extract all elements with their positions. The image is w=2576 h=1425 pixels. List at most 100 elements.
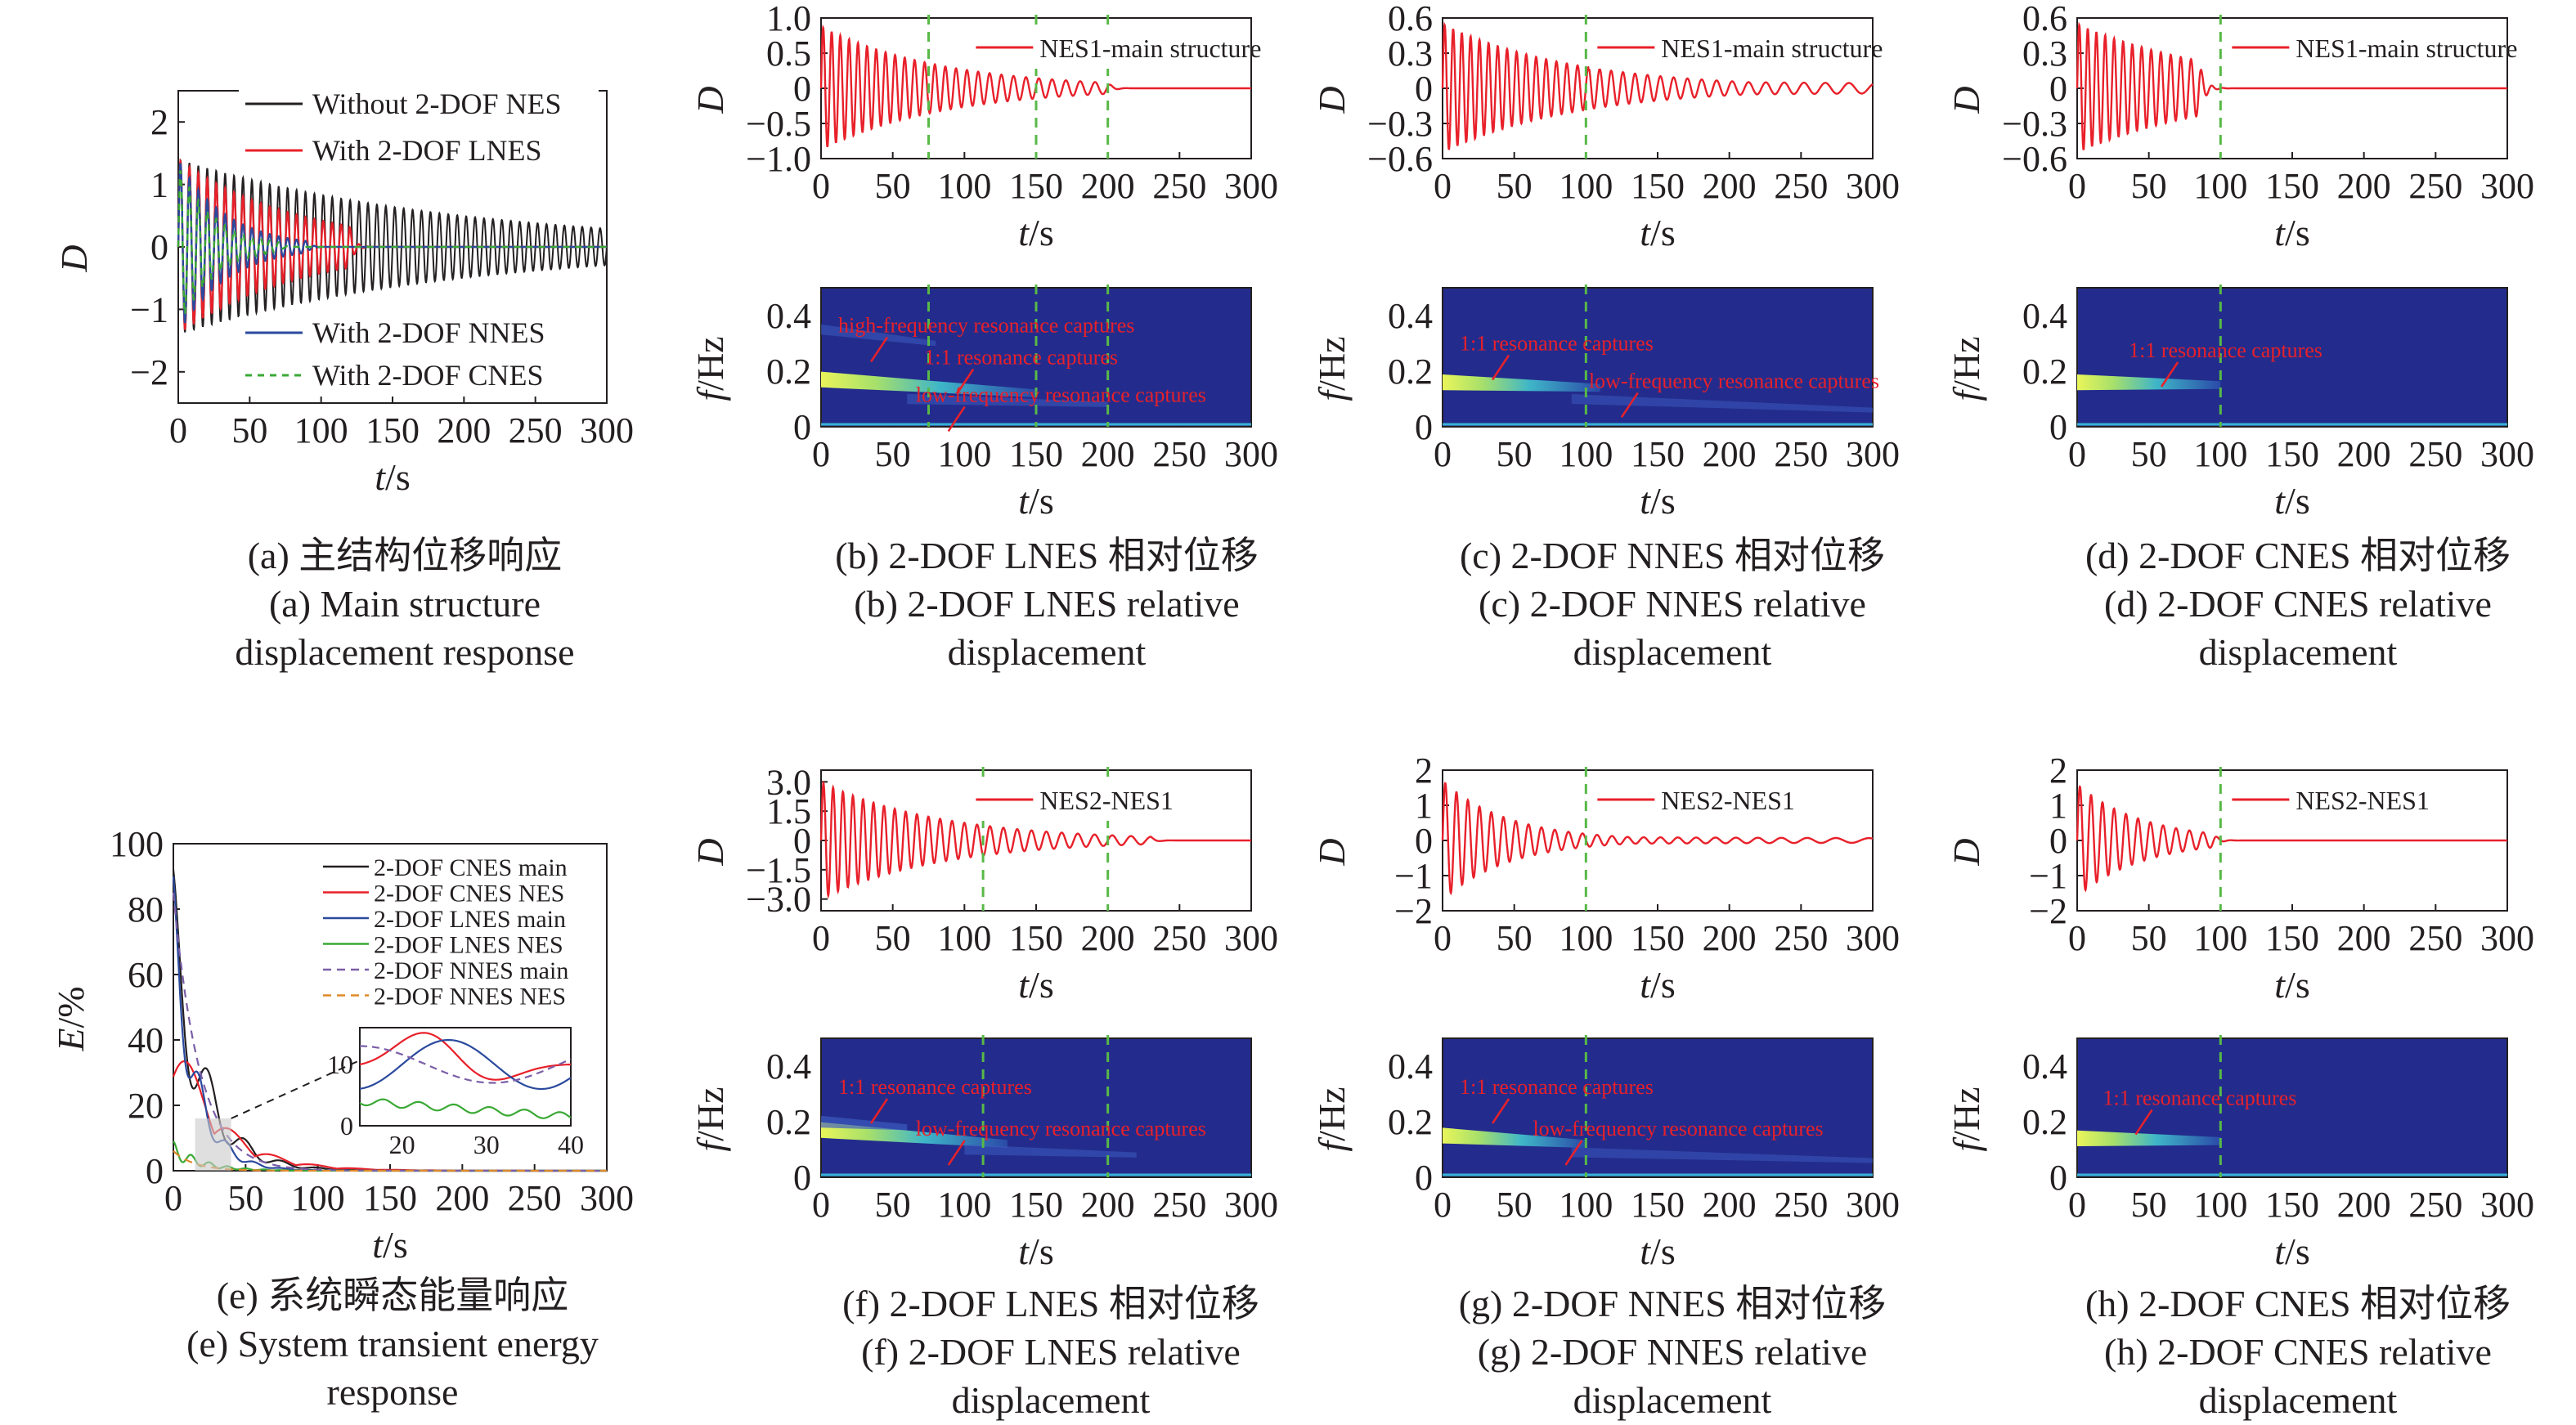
inset-series-2 bbox=[360, 1045, 572, 1084]
x-tick-label: 150 bbox=[1009, 434, 1063, 474]
y-tick-label: 0.4 bbox=[766, 1046, 811, 1087]
inset-x-tick-label: 40 bbox=[558, 1130, 584, 1159]
x-tick-label: 300 bbox=[1846, 434, 1900, 474]
chart-a: 0 50 100 150 200 250 300 −2 −1 0 1 2 t/s D Without 2-D… bbox=[53, 87, 634, 498]
annotation-label: 1:1 resonance captures bbox=[924, 346, 1118, 370]
x-tick-label: 250 bbox=[1774, 434, 1828, 474]
chart-d2: 0 50 100 150 200 250 300 0 0.2 0.4 t/s f/Hz 1:1 reso… bbox=[1945, 285, 2534, 522]
series-line bbox=[2076, 785, 2507, 893]
x-tick-label: 150 bbox=[366, 410, 420, 450]
y-tick-label: 0.4 bbox=[1388, 296, 1433, 336]
y-axis-label: D bbox=[1311, 838, 1353, 866]
zoom-region bbox=[195, 1118, 231, 1171]
x-axis-label: t/s bbox=[1018, 964, 1053, 1006]
x-axis-label-var: t bbox=[1640, 212, 1651, 253]
y-tick-label: −3.0 bbox=[746, 880, 811, 920]
x-axis-label-unit: /s bbox=[2285, 480, 2310, 522]
x-tick-label: 200 bbox=[1703, 1185, 1757, 1225]
annotation-label: 1:1 resonance captures bbox=[2129, 338, 2322, 362]
y-tick-label: 0 bbox=[150, 227, 168, 267]
x-tick-label: 250 bbox=[509, 410, 563, 450]
x-tick-label: 200 bbox=[1081, 918, 1135, 958]
legend-label: NES1-main structure bbox=[2296, 34, 2517, 63]
x-tick-label: 100 bbox=[291, 1178, 345, 1218]
x-axis-label-var: t bbox=[375, 456, 386, 498]
y-tick-label: 0.2 bbox=[766, 1102, 811, 1142]
y-tick-label: 1 bbox=[1415, 786, 1433, 826]
y-axis-label-unit: /Hz bbox=[1311, 1087, 1353, 1140]
inset-y-tick-label: 10 bbox=[327, 1050, 353, 1079]
y-tick-label: 1 bbox=[150, 165, 168, 205]
annotation-arrow bbox=[1620, 392, 1639, 419]
y-tick-label: 0 bbox=[2049, 1158, 2067, 1198]
y-tick-label: 0 bbox=[1415, 69, 1433, 109]
x-tick-label: 200 bbox=[1703, 166, 1757, 206]
legend-bg bbox=[239, 359, 599, 397]
annotation-arrow bbox=[2134, 1109, 2153, 1136]
y-tick-label: 0.2 bbox=[766, 352, 811, 392]
chart-f: 0 50 100 150 200 250 300−3.0−1.501.53.0t/sDNES… bbox=[689, 762, 1278, 1006]
x-tick-label: 0 bbox=[1434, 166, 1452, 206]
annotation-arrow bbox=[947, 406, 966, 432]
x-tick-label: 0 bbox=[812, 166, 830, 206]
y-tick-label: 0.6 bbox=[1388, 0, 1433, 38]
x-axis-label-unit: /s bbox=[1029, 212, 1054, 253]
annotation-label: 1:1 resonance captures bbox=[1460, 332, 1654, 356]
legend-label: 2-DOF CNES NES bbox=[374, 881, 564, 907]
x-tick-label: 50 bbox=[1497, 918, 1533, 958]
inset-series-3 bbox=[359, 1098, 572, 1119]
heat-ridge bbox=[1443, 374, 1600, 392]
y-axis-label: E/% bbox=[50, 986, 92, 1051]
x-tick-label: 50 bbox=[875, 1185, 911, 1225]
heat-ridge bbox=[821, 1115, 908, 1131]
x-tick-label: 0 bbox=[1434, 434, 1452, 474]
chart-g2: 0 50 100 150 200 250 300 0 0.2 0.4 t/s f/Hz 1:1 reso… bbox=[1311, 1035, 1900, 1272]
x-tick-label: 300 bbox=[580, 410, 634, 450]
x-axis-label-var: t bbox=[372, 1224, 384, 1266]
x-axis-label: t/s bbox=[2274, 1230, 2309, 1272]
y-tick-label: 0 bbox=[2049, 69, 2067, 109]
x-tick-label: 50 bbox=[1497, 166, 1533, 206]
energy-series-5 bbox=[173, 1150, 607, 1172]
legend-label: With 2-DOF CNES bbox=[312, 359, 544, 392]
series-line bbox=[819, 780, 1251, 899]
y-axis-label: D bbox=[1311, 86, 1353, 114]
annotation-arrow bbox=[1564, 1140, 1583, 1166]
y-tick-label: 0 bbox=[793, 69, 811, 109]
inset-series-0 bbox=[359, 1032, 572, 1081]
x-axis-label: t/s bbox=[2274, 964, 2309, 1006]
x-tick-label: 250 bbox=[1152, 434, 1206, 474]
y-axis-label-unit: /Hz bbox=[689, 336, 731, 390]
y-tick-label: −1.0 bbox=[746, 139, 811, 179]
x-tick-label: 300 bbox=[1224, 1185, 1278, 1225]
x-axis-label-unit: /s bbox=[2285, 1230, 2310, 1272]
x-tick-label: 100 bbox=[937, 918, 991, 958]
annotation-label: low-frequency resonance captures bbox=[1533, 1117, 1823, 1140]
x-tick-label: 300 bbox=[2480, 166, 2534, 206]
x-tick-label: 50 bbox=[2131, 166, 2167, 206]
y-tick-label: 0.3 bbox=[1388, 34, 1433, 74]
y-axis-label-var: D bbox=[1945, 86, 1987, 114]
inset-series-1 bbox=[359, 1038, 572, 1091]
x-tick-label: 0 bbox=[812, 918, 830, 958]
y-tick-label: 0.4 bbox=[2022, 296, 2067, 336]
y-tick-label: 80 bbox=[128, 890, 164, 930]
y-tick-label: 0 bbox=[2049, 821, 2067, 861]
annotation-label: high-frequency resonance captures bbox=[838, 313, 1134, 337]
y-tick-label: −2 bbox=[1394, 891, 1433, 931]
y-tick-label: −0.6 bbox=[2002, 139, 2067, 179]
x-axis-label: t/s bbox=[1640, 480, 1675, 522]
zoom-connector bbox=[231, 1060, 361, 1119]
x-tick-label: 0 bbox=[169, 410, 187, 450]
chart-b: 0 50 100 150 200 250 300−1.0−0.500.51.0t/sDNES… bbox=[689, 0, 1278, 253]
legend-label: Without 2-DOF NES bbox=[312, 87, 562, 120]
y-axis-label: f/Hz bbox=[1945, 1087, 1987, 1151]
y-tick-label: −0.3 bbox=[1367, 104, 1433, 144]
x-tick-label: 300 bbox=[1224, 434, 1278, 474]
x-tick-label: 50 bbox=[875, 918, 911, 958]
x-tick-label: 100 bbox=[937, 1185, 991, 1225]
y-tick-label: 0.4 bbox=[2022, 1046, 2067, 1087]
legend-bg bbox=[239, 87, 599, 125]
x-tick-label: 200 bbox=[437, 410, 491, 450]
y-axis-label: D bbox=[53, 244, 95, 272]
